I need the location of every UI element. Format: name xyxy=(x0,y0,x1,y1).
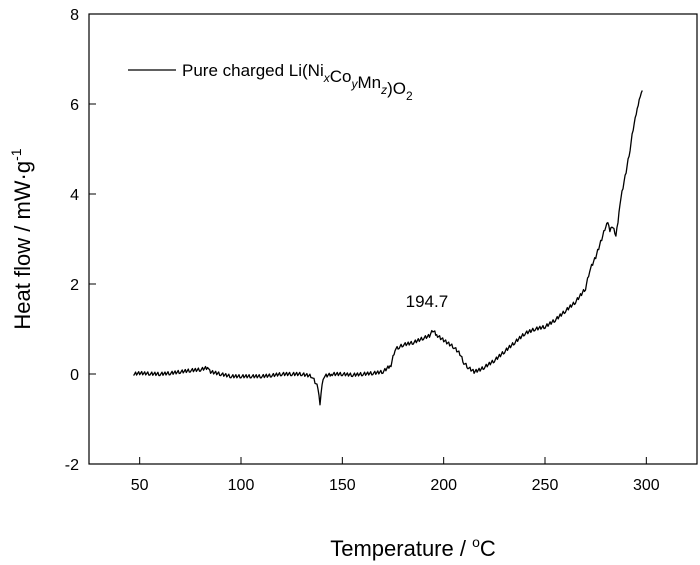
x-tick-label: 300 xyxy=(633,477,660,494)
legend-label: Pure charged Li(NixCoyMnz)O2 xyxy=(182,61,413,103)
x-axis-ticks: 50 100 150 200 250 300 xyxy=(131,457,660,494)
x-tick-label: 250 xyxy=(532,477,559,494)
y-tick-label: -2 xyxy=(65,457,79,474)
y-tick-label: 4 xyxy=(70,187,79,204)
y-tick-label: 6 xyxy=(70,97,79,114)
y-axis-ticks: -2 0 2 4 6 8 xyxy=(65,7,96,474)
legend: Pure charged Li(NixCoyMnz)O2 xyxy=(128,61,413,103)
x-tick-label: 200 xyxy=(430,477,457,494)
x-tick-label: 150 xyxy=(329,477,356,494)
series-layer xyxy=(133,90,643,406)
x-axis-title: Temperature / oC xyxy=(330,534,496,561)
annotations: 194.7 xyxy=(406,292,449,311)
x-tick-label: 100 xyxy=(228,477,255,494)
x-tick-label: 50 xyxy=(131,477,149,494)
y-tick-label: 0 xyxy=(70,367,79,384)
peak-annotation: 194.7 xyxy=(406,292,449,311)
plot-frame xyxy=(88,13,698,465)
y-tick-label: 2 xyxy=(70,277,79,294)
series-line-0 xyxy=(133,90,643,406)
y-axis-title: Heat flow / mW·g-1 xyxy=(8,148,35,329)
y-tick-label: 8 xyxy=(70,7,79,24)
